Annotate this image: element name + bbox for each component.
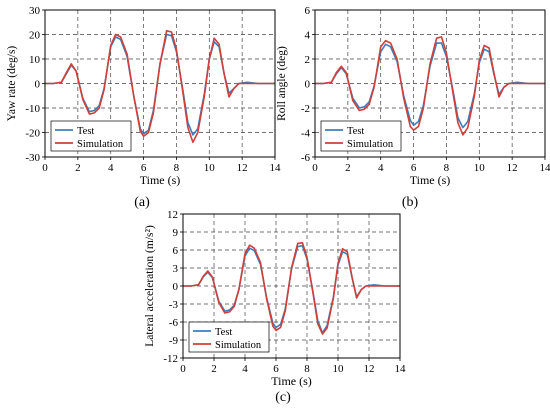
x-tick-label: 0 (312, 162, 318, 174)
x-axis-title: Time (s) (271, 374, 312, 388)
x-tick-label: 10 (333, 363, 345, 375)
series-line-simulation (315, 36, 545, 136)
x-tick-label: 10 (204, 162, 216, 174)
legend: Test Simulation (188, 321, 270, 353)
chart-panel: 0 2 4 6 8 10 12 14 -30 -20 -10 0 10 20 30 Time (s) Yaw r… (6, 5, 281, 210)
x-tick-label: 6 (141, 162, 147, 174)
panel-label: (b) (402, 195, 419, 210)
y-tick-label: 30 (29, 5, 41, 17)
y-tick-label: -12 (163, 353, 178, 365)
legend-label-test: Test (77, 126, 94, 137)
y-tick-label: 9 (173, 227, 179, 239)
x-tick-label: 8 (174, 162, 180, 174)
y-tick-label: 6 (305, 5, 311, 17)
y-axis-title: Roll angle (deg) (276, 46, 288, 121)
legend-label-simulation: Simulation (215, 340, 262, 351)
x-tick-label: 0 (180, 363, 186, 375)
x-tick-label: 12 (237, 162, 248, 174)
legend: Test Simulation (320, 120, 402, 152)
x-tick-label: 10 (474, 162, 486, 174)
x-tick-label: 14 (270, 162, 282, 174)
legend-label-test: Test (215, 327, 232, 338)
y-tick-label: -20 (25, 128, 40, 140)
series-line-simulation (183, 242, 400, 335)
x-tick-label: 6 (411, 162, 417, 174)
x-tick-label: 0 (42, 162, 48, 174)
x-axis-title: Time (s) (410, 173, 451, 187)
x-tick-label: 2 (211, 363, 217, 375)
legend-box (188, 321, 270, 353)
y-tick-label: -30 (25, 152, 40, 164)
legend-label-simulation: Simulation (347, 139, 394, 150)
legend-label-simulation: Simulation (77, 139, 124, 150)
y-tick-label: 0 (305, 79, 311, 91)
x-tick-label: 2 (75, 162, 81, 174)
y-tick-label: -4 (301, 128, 311, 140)
y-tick-label: -6 (301, 152, 311, 164)
legend-box (50, 120, 132, 152)
y-tick-label: -10 (25, 103, 40, 115)
y-axis-title: Lateral acceleration (m/s²) (144, 225, 156, 347)
y-tick-label: 20 (29, 30, 41, 42)
x-tick-label: 8 (304, 363, 310, 375)
x-tick-label: 8 (444, 162, 450, 174)
series-line-simulation (45, 30, 275, 144)
y-tick-label: 3 (173, 263, 179, 275)
x-tick-label: 12 (507, 162, 518, 174)
y-axis-title: Yaw rate (deg/s) (6, 46, 18, 122)
y-tick-label: 2 (305, 54, 311, 66)
y-tick-label: 10 (29, 54, 41, 66)
y-tick-label: 12 (167, 209, 178, 221)
x-tick-label: 12 (364, 363, 375, 375)
panel-label: (c) (275, 390, 291, 405)
y-tick-label: 6 (173, 245, 179, 257)
panel-label: (a) (134, 195, 150, 210)
y-tick-label: 0 (35, 79, 41, 91)
x-tick-label: 6 (273, 363, 279, 375)
legend: Test Simulation (50, 120, 132, 152)
x-tick-label: 14 (395, 363, 407, 375)
y-tick-label: -2 (301, 103, 310, 115)
x-tick-label: 2 (345, 162, 351, 174)
x-tick-label: 4 (242, 363, 248, 375)
y-tick-label: 0 (173, 281, 179, 293)
y-tick-label: -6 (169, 317, 179, 329)
y-tick-label: -9 (169, 335, 179, 347)
y-tick-label: -3 (169, 299, 179, 311)
legend-label-test: Test (347, 126, 364, 137)
x-tick-label: 14 (540, 162, 550, 174)
x-axis-title: Time (s) (140, 173, 181, 187)
legend-box (320, 120, 402, 152)
y-tick-label: 4 (305, 30, 311, 42)
chart-panel: 0 2 4 6 8 10 12 14 -12 -9 -6 -3 0 3 6 9 12 Time (s) Latera… (144, 209, 406, 405)
x-tick-label: 4 (108, 162, 114, 174)
x-tick-label: 4 (378, 162, 384, 174)
